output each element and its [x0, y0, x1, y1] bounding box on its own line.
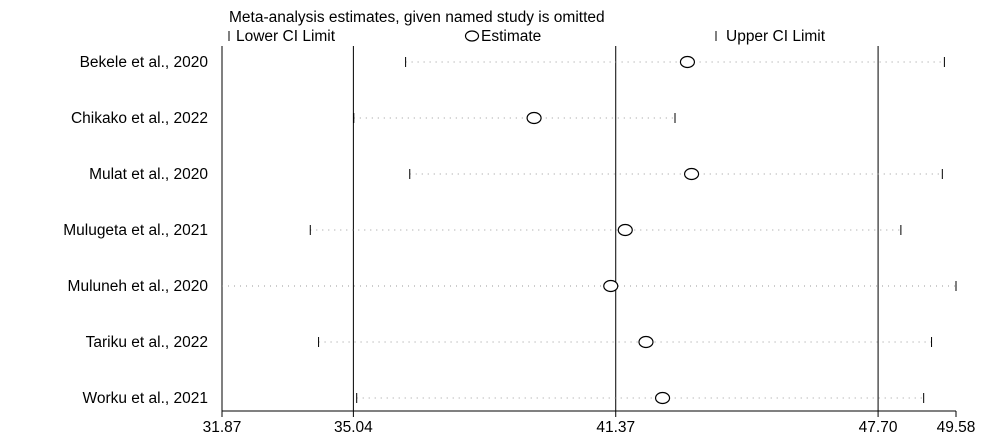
study-row: Chikako et al., 2022 — [71, 110, 676, 127]
study-label: Mulat et al., 2020 — [89, 166, 208, 183]
study-row: Mulugeta et al., 2021 — [63, 222, 902, 239]
legend-estimate-symbol — [464, 30, 480, 42]
study-label: Worku et al., 2021 — [82, 390, 208, 407]
x-tick-label: 35.04 — [334, 419, 373, 435]
reference-lines — [352, 46, 879, 411]
chart-title: Meta-analysis estimates, given named stu… — [229, 9, 605, 26]
study-row: Bekele et al., 2020 — [80, 54, 945, 71]
x-tick-label: 41.37 — [596, 419, 635, 435]
study-label: Bekele et al., 2020 — [80, 54, 209, 71]
study-label: Muluneh et al., 2020 — [68, 278, 209, 295]
estimate-marker — [638, 335, 654, 349]
study-row: Worku et al., 2021 — [82, 390, 925, 407]
legend-estimate-label: Estimate — [481, 28, 541, 45]
legend: Lower CI Limit Estimate Upper CI Limit — [228, 28, 826, 45]
x-tick-label: 47.70 — [859, 419, 898, 435]
x-tick-label: 31.87 — [203, 419, 242, 435]
study-label: Mulugeta et al., 2021 — [63, 222, 208, 239]
study-row: Muluneh et al., 2020 — [68, 278, 957, 295]
estimate-marker — [617, 223, 633, 237]
legend-lower-label: Lower CI Limit — [236, 28, 336, 45]
estimate-marker — [654, 391, 671, 405]
x-axis: 31.87 35.04 41.37 47.70 49.58 — [203, 410, 976, 435]
study-row: Mulat et al., 2020 — [89, 166, 943, 183]
estimate-marker — [683, 167, 700, 181]
estimate-marker — [603, 279, 619, 293]
estimate-marker — [679, 55, 696, 69]
study-label: Tariku et al., 2022 — [86, 334, 208, 351]
x-tick-label: 49.58 — [937, 419, 976, 435]
study-row: Tariku et al., 2022 — [86, 334, 933, 351]
study-rows: Bekele et al., 2020 Chikako et al., 2022 M… — [63, 54, 957, 407]
legend-upper-label: Upper CI Limit — [726, 28, 826, 45]
study-label: Chikako et al., 2022 — [71, 110, 208, 127]
estimate-marker — [526, 111, 542, 125]
